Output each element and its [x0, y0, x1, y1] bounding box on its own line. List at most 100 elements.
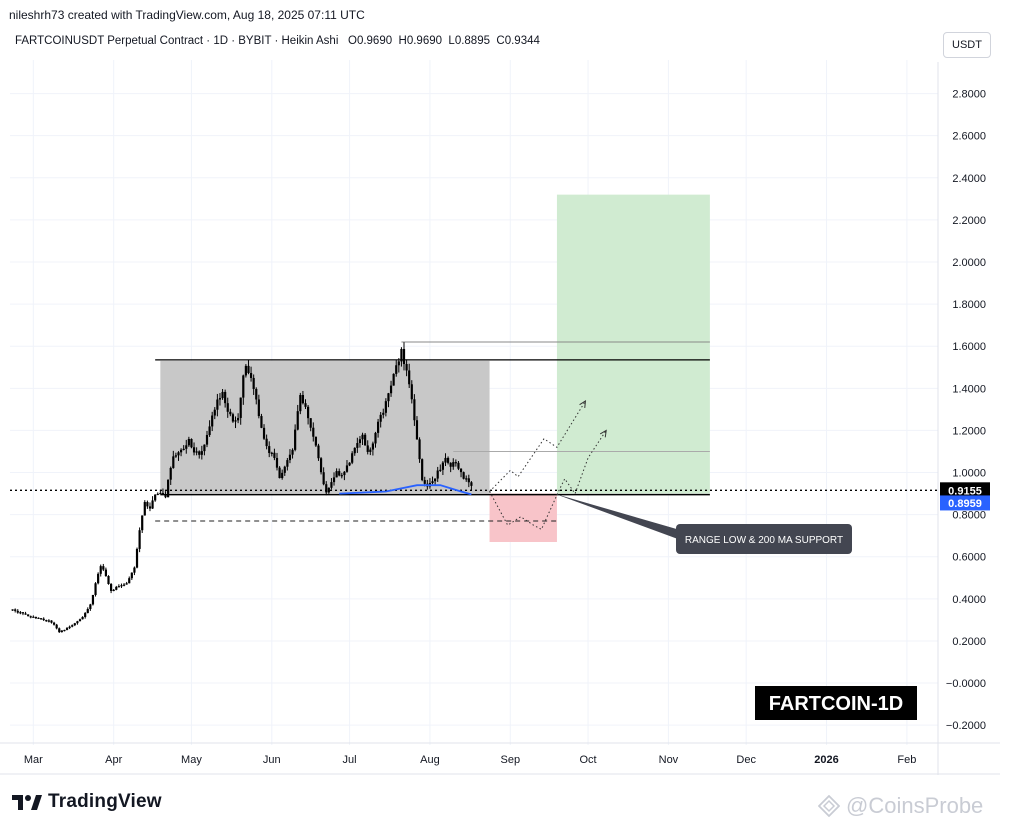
candle-body	[14, 609, 17, 611]
ohlc-low-label: L	[448, 35, 455, 47]
ohlc-high-value: 0.9690	[406, 35, 443, 47]
symbol-title[interactable]: FARTCOINUSDT Perpetual Contract · 1D · B…	[15, 35, 339, 47]
candle-body	[216, 399, 219, 410]
candle-body	[255, 388, 258, 400]
candle-body	[351, 453, 354, 463]
candle-body	[410, 384, 413, 400]
symbol-legend: FARTCOINUSDT Perpetual Contract · 1D · B…	[15, 35, 540, 47]
candle-body	[226, 403, 229, 412]
candle-body	[192, 447, 196, 453]
target-zone	[556, 194, 710, 494]
candle-body	[94, 583, 97, 595]
candle-body	[319, 458, 323, 473]
candle-body	[133, 567, 136, 573]
symbol-badge-text: FARTCOIN-1D	[769, 693, 903, 715]
candle-body	[177, 452, 180, 456]
tradingview-logo[interactable]: TradingView	[12, 791, 162, 813]
candle-body	[229, 411, 232, 415]
candle-body	[167, 479, 170, 498]
candle-body	[405, 364, 408, 371]
candle-body	[436, 470, 439, 479]
created-by-line: nileshrh73 created with TradingView.com,…	[9, 8, 365, 22]
candle-body	[283, 466, 286, 473]
candle-body	[446, 457, 450, 463]
candle-body	[55, 624, 58, 629]
x-axis-label: Nov	[659, 754, 679, 766]
candle-body	[249, 373, 253, 378]
candle-body	[252, 377, 255, 389]
candle-body	[353, 447, 356, 454]
x-axis-label: Apr	[105, 754, 122, 766]
current-price-label: 0.9155	[948, 485, 982, 497]
candle-body	[402, 348, 406, 365]
candle-body	[462, 472, 465, 479]
y-axis-label: 1.4000	[952, 383, 986, 395]
candle-body	[187, 438, 190, 446]
candle-body	[389, 385, 393, 394]
candle-body	[358, 439, 362, 444]
y-axis-label: −0.0000	[946, 678, 986, 690]
candle-body	[73, 623, 76, 626]
candle-body	[60, 630, 63, 633]
candle-body	[143, 502, 146, 516]
candle-body	[27, 614, 30, 617]
candle-body	[34, 616, 38, 619]
candle-body	[234, 420, 237, 422]
tradingview-logo-icon	[12, 795, 42, 810]
candle-body	[97, 573, 100, 584]
candle-body	[332, 477, 336, 483]
candle-body	[296, 411, 299, 430]
x-axis-label: May	[181, 754, 202, 766]
candle-body	[11, 609, 14, 611]
candle-body	[81, 616, 84, 620]
candle-body	[327, 487, 330, 493]
candle-body	[141, 515, 144, 531]
candle-body	[423, 480, 426, 484]
projection-arrow-up	[579, 399, 587, 408]
candle-body	[441, 462, 444, 470]
callout-box	[676, 524, 852, 554]
candle-body	[182, 448, 185, 451]
candle-body	[138, 530, 141, 549]
y-axis-label: 0.8000	[952, 510, 986, 522]
candle-body	[325, 484, 328, 493]
candle-body	[16, 610, 19, 613]
candle-body	[364, 434, 367, 446]
candle-body	[371, 443, 375, 450]
candle-body	[415, 420, 419, 440]
candle-body	[37, 617, 40, 619]
candle-body	[65, 628, 69, 630]
candle-body	[408, 370, 411, 385]
x-axis-label: Jul	[343, 754, 357, 766]
candle-body	[52, 622, 56, 625]
candle-body	[294, 429, 297, 450]
y-axis-label: 1.0000	[952, 468, 986, 480]
candle-body	[338, 471, 341, 476]
candle-body	[237, 417, 240, 421]
candle-body	[384, 401, 387, 413]
candle-body	[361, 434, 364, 440]
y-axis-label: 2.2000	[952, 215, 986, 227]
candle-body	[275, 457, 279, 468]
candle-body	[218, 398, 222, 400]
projection-path-alt	[489, 430, 607, 531]
ma-value-badge	[940, 495, 990, 511]
candle-body	[115, 586, 118, 590]
candle-body	[130, 572, 133, 579]
coinsprobe-logo-icon	[818, 795, 840, 817]
candle-body	[330, 482, 333, 488]
ohlc-close-label: C	[496, 35, 505, 47]
candle-body	[374, 432, 377, 444]
currency-button[interactable]: USDT	[943, 32, 991, 58]
candle-body	[78, 619, 82, 622]
candle-body	[343, 471, 346, 476]
candle-body	[58, 628, 61, 633]
candle-body	[376, 421, 380, 433]
callout-pointer	[554, 493, 686, 542]
candle-body	[356, 443, 359, 448]
candles	[11, 342, 473, 633]
y-axis-label: 1.2000	[952, 425, 986, 437]
candle-body	[146, 502, 149, 507]
candle-body	[244, 365, 247, 376]
